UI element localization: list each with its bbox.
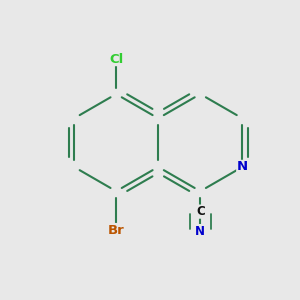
Text: N: N — [237, 160, 248, 173]
Text: N: N — [195, 225, 205, 238]
Text: C: C — [196, 205, 205, 218]
Text: Br: Br — [108, 224, 124, 237]
Text: Cl: Cl — [109, 52, 123, 66]
